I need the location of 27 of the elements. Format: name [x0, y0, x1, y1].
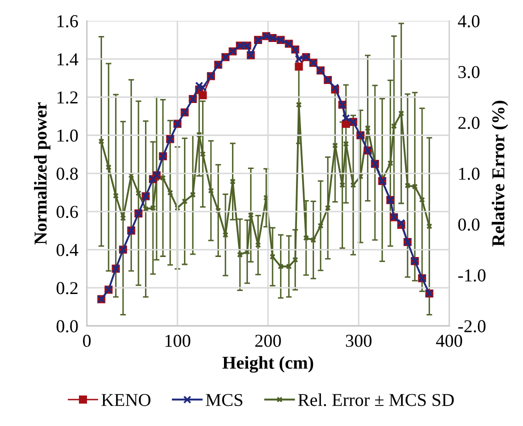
legend-label: MCS — [206, 394, 242, 406]
x-tick-label: 300 — [346, 334, 372, 347]
y-tick-label: 0.4 — [56, 244, 78, 256]
legend-label: Rel. Error ± MCS SD — [298, 393, 454, 406]
y2-tick-label: 1.0 — [459, 168, 480, 180]
x-tick-label: 100 — [165, 334, 190, 347]
x-tick-label: 0 — [82, 334, 91, 347]
y2-tick-label: 0.0 — [458, 218, 480, 231]
y-axis-title: Normalized power — [34, 102, 50, 244]
y-tick-label: 0.8 — [56, 168, 78, 180]
y2-tick-label: 2.0 — [458, 116, 480, 130]
y-tick-label: 1.6 — [58, 15, 78, 28]
y2-tick-label: 3.0 — [458, 66, 480, 78]
x-tick-label: 200 — [255, 334, 281, 347]
y-tick-label: 0.0 — [56, 320, 78, 332]
x-axis-title: Height (cm) — [222, 356, 314, 373]
y-tick-label: 0.2 — [56, 282, 78, 294]
y-tick-label: 1.2 — [58, 91, 78, 104]
y2-tick-label: -2.0 — [458, 320, 486, 332]
y2-tick-label: -1.0 — [458, 269, 486, 282]
legend-label: KENO — [102, 394, 150, 406]
y-tick-label: 1.0 — [58, 130, 78, 142]
y2-tick-label: 4.0 — [458, 15, 480, 28]
x-tick-label: 400 — [436, 334, 462, 347]
y-tick-label: 0.6 — [56, 206, 78, 218]
y-tick-label: 1.4 — [58, 53, 78, 66]
y2-axis-title: Relative Error (%) — [492, 100, 508, 246]
